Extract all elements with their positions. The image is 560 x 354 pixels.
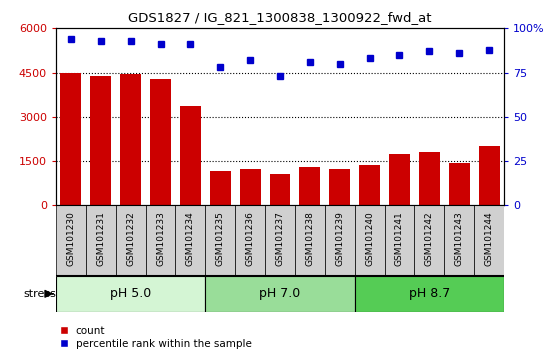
Text: GSM101234: GSM101234: [186, 211, 195, 266]
Text: GSM101233: GSM101233: [156, 211, 165, 266]
Bar: [86, 205, 116, 276]
Text: GSM101239: GSM101239: [335, 211, 344, 266]
Text: GSM101238: GSM101238: [305, 211, 314, 266]
Bar: [235, 205, 265, 276]
Bar: [150, 79, 171, 205]
Bar: [329, 169, 350, 205]
Text: GSM101243: GSM101243: [455, 211, 464, 266]
Bar: [90, 76, 111, 205]
Title: GDS1827 / IG_821_1300838_1300922_fwd_at: GDS1827 / IG_821_1300838_1300922_fwd_at: [128, 11, 432, 24]
Bar: [175, 205, 206, 276]
Bar: [206, 276, 354, 312]
Bar: [60, 73, 81, 205]
Bar: [56, 276, 206, 312]
Bar: [325, 205, 354, 276]
Bar: [56, 205, 86, 276]
Text: GSM101240: GSM101240: [365, 211, 374, 266]
Bar: [474, 205, 504, 276]
Bar: [210, 171, 231, 205]
Text: GSM101244: GSM101244: [484, 211, 493, 266]
Text: GSM101235: GSM101235: [216, 211, 225, 266]
Bar: [354, 205, 385, 276]
Text: pH 8.7: pH 8.7: [409, 287, 450, 300]
Bar: [419, 152, 440, 205]
Bar: [295, 205, 325, 276]
Bar: [479, 146, 500, 205]
Bar: [180, 107, 201, 205]
Bar: [240, 169, 260, 205]
Bar: [206, 205, 235, 276]
Text: GSM101236: GSM101236: [246, 211, 255, 266]
Text: stress: stress: [23, 289, 56, 299]
Text: GSM101242: GSM101242: [425, 211, 434, 266]
Bar: [449, 164, 470, 205]
Bar: [385, 205, 414, 276]
Bar: [300, 167, 320, 205]
Bar: [359, 165, 380, 205]
Text: GSM101241: GSM101241: [395, 211, 404, 266]
Bar: [265, 205, 295, 276]
Text: pH 5.0: pH 5.0: [110, 287, 151, 300]
Text: GSM101230: GSM101230: [67, 211, 76, 266]
Bar: [414, 205, 444, 276]
Bar: [120, 74, 141, 205]
Legend: count, percentile rank within the sample: count, percentile rank within the sample: [61, 326, 251, 349]
Bar: [444, 205, 474, 276]
Text: GSM101237: GSM101237: [276, 211, 284, 266]
Bar: [116, 205, 146, 276]
Bar: [269, 175, 291, 205]
Text: GSM101232: GSM101232: [126, 211, 135, 266]
Bar: [146, 205, 175, 276]
Text: pH 7.0: pH 7.0: [259, 287, 301, 300]
Bar: [354, 276, 504, 312]
Text: GSM101231: GSM101231: [96, 211, 105, 266]
Bar: [389, 154, 410, 205]
